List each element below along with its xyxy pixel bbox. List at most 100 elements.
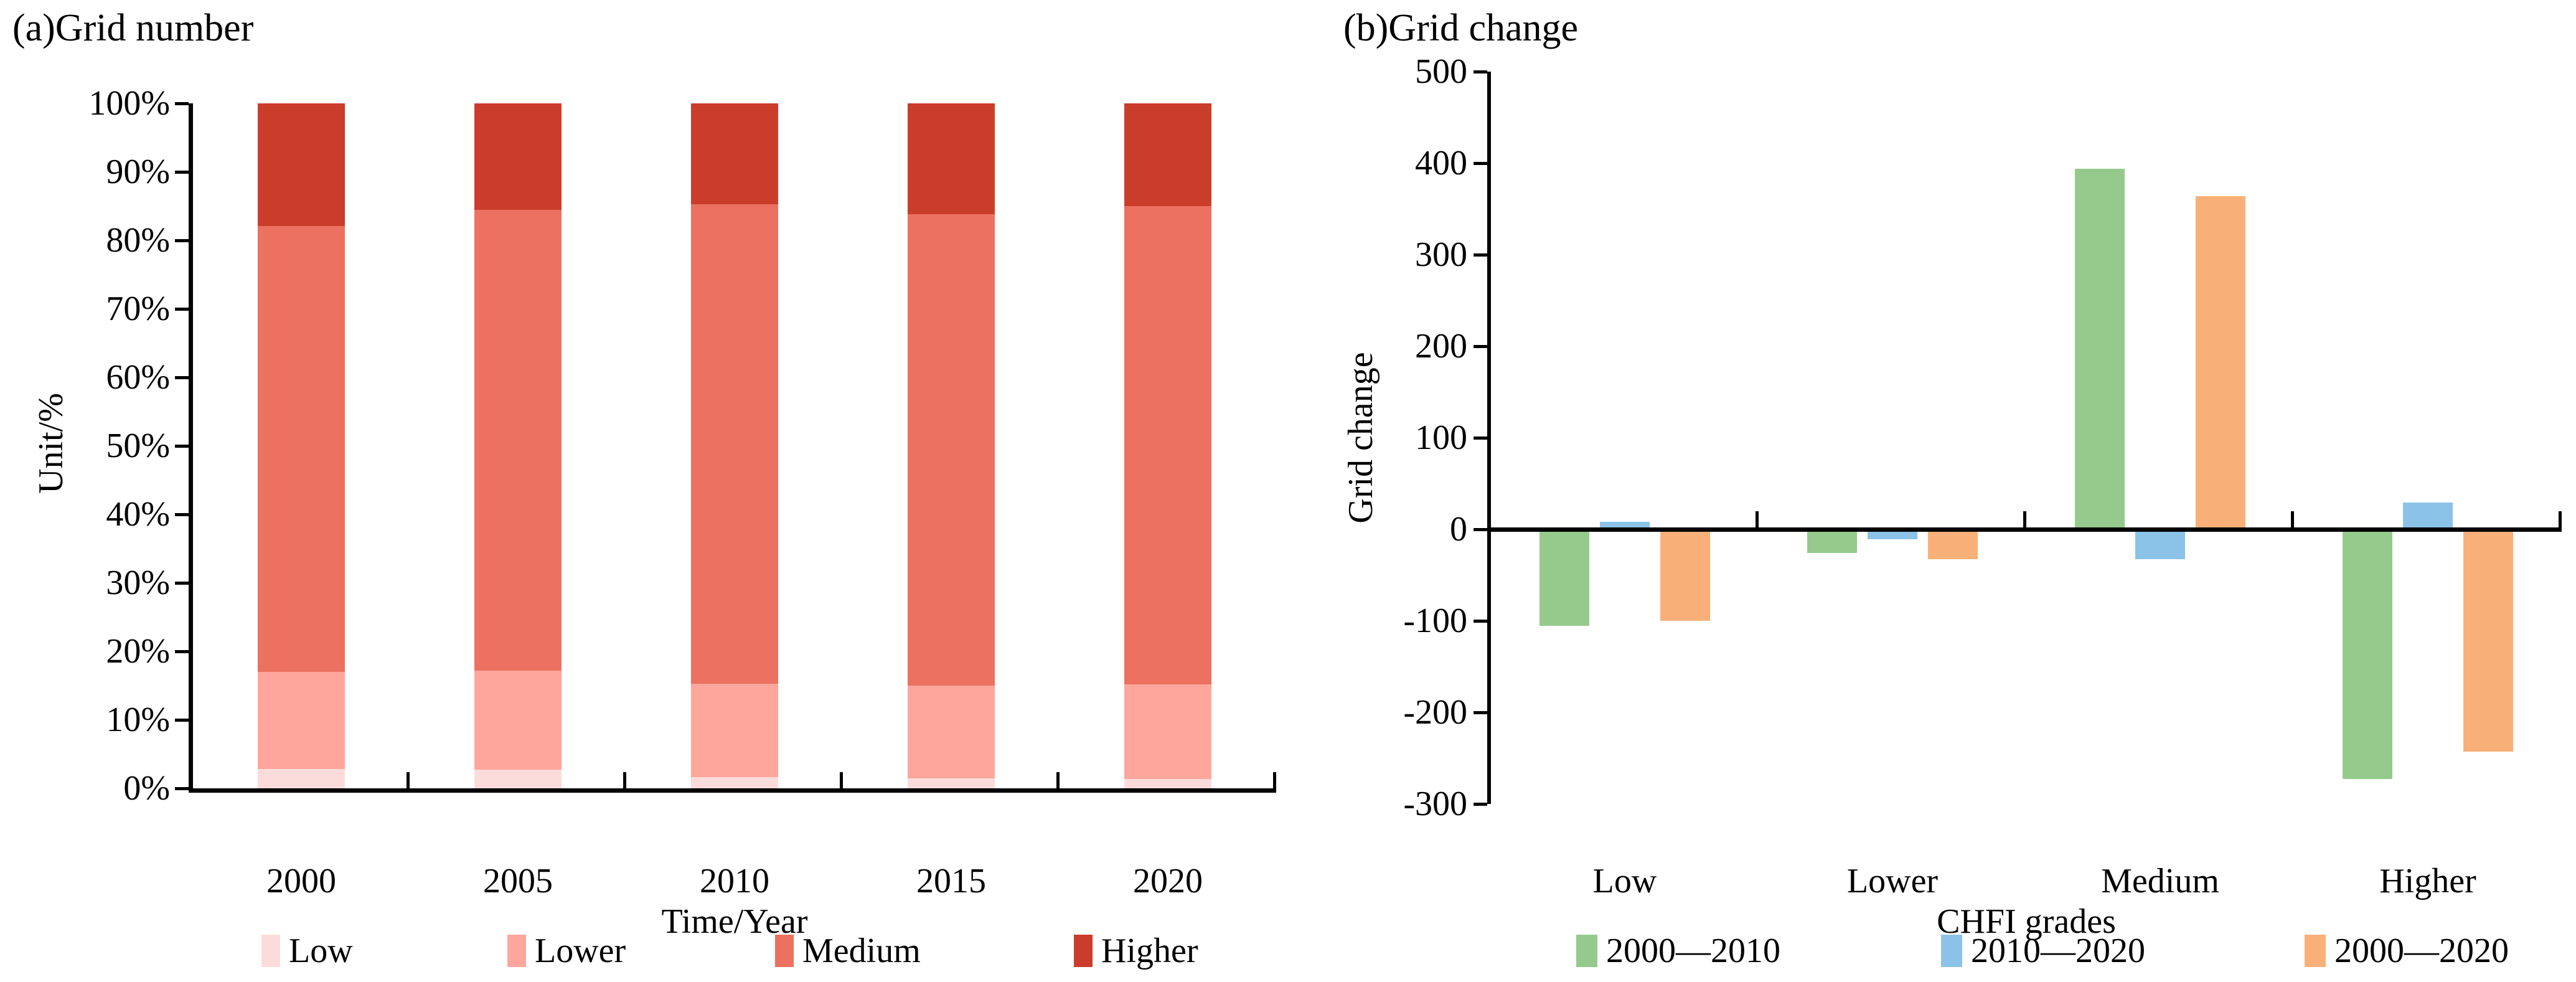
- panel-a-x-axis-label: Time/Year: [661, 902, 808, 941]
- legend-swatch: [775, 935, 794, 967]
- grouped-bar-higher: [2403, 503, 2453, 527]
- panel-a-y-tickmark: [175, 650, 189, 653]
- panel-b-y-tickmark: [1474, 803, 1487, 806]
- stacked-bar: [258, 103, 345, 788]
- panel-b-y-tickmark: [1474, 345, 1487, 348]
- stacked-bar: [691, 103, 778, 788]
- panel-a-y-tick-label: 80%: [106, 221, 170, 260]
- panel-a-y-tickmark: [175, 445, 189, 448]
- panel-b-y-tickmark: [1474, 253, 1487, 257]
- panel-a-x-tickmark: [407, 772, 410, 788]
- panel-a-y-axis-line: [189, 103, 193, 793]
- panel-b-y-tick-label: -100: [1403, 602, 1467, 640]
- panel-a-x-tick-label: 2000: [266, 862, 336, 900]
- panel-a-x-tick-label: 2005: [483, 862, 553, 900]
- bar-segment-low: [908, 778, 995, 788]
- panel-b-y-tickmark: [1474, 711, 1487, 714]
- panel-b-y-tick-label: 300: [1415, 235, 1467, 274]
- panel-a-x-axis-line: [189, 788, 1276, 793]
- bar-segment-lower: [474, 670, 562, 770]
- bar-segment-higher: [1124, 103, 1211, 207]
- bar-segment-higher: [258, 103, 345, 226]
- panel-b-zero-line: [1491, 527, 2562, 532]
- bar-segment-higher: [908, 103, 995, 215]
- bar-segment-low: [691, 777, 778, 788]
- panel-b-y-tickmark: [1474, 437, 1487, 440]
- panel-a-y-tick-label: 60%: [106, 358, 170, 397]
- panel-a-x-tick-label: 2010: [700, 862, 769, 900]
- panel-b-y-tick-label: -300: [1403, 785, 1467, 823]
- panel-a-y-tickmark: [175, 787, 189, 790]
- panel-a-y-tickmark: [175, 171, 189, 174]
- panel-b-y-tick-label: 500: [1415, 52, 1467, 91]
- legend-item: 2000—2010: [1576, 933, 1780, 969]
- panel-a-y-tickmark: [175, 102, 189, 105]
- panel-a-y-tickmark: [175, 239, 189, 242]
- panel-b-title: (b)Grid change: [1343, 7, 1578, 49]
- panel-a-y-tick-label: 20%: [106, 632, 170, 671]
- stacked-bar: [474, 103, 562, 788]
- grouped-bar-low: [1660, 532, 1710, 621]
- panel-b-x-tickmark: [1756, 511, 1759, 527]
- panel-b-y-tickmark: [1474, 528, 1487, 531]
- panel-a-x-tickmark: [623, 772, 626, 788]
- panel-b-y-tickmark: [1474, 162, 1487, 165]
- panel-b-x-tick-label: Medium: [2101, 862, 2219, 900]
- panel-b-x-tickmark: [2559, 511, 2562, 527]
- legend-item: Higher: [1074, 933, 1198, 969]
- panel-a-y-tickmark: [175, 513, 189, 516]
- bar-segment-lower: [1124, 684, 1211, 779]
- panel-a-y-tick-label: 90%: [106, 153, 170, 191]
- bar-segment-low: [474, 770, 562, 788]
- grouped-bar-low: [1539, 532, 1589, 626]
- panel-b-y-tick-label: 0: [1450, 510, 1467, 549]
- panel-b-x-tick-label: Higher: [2379, 862, 2476, 900]
- bar-segment-lower: [908, 686, 995, 778]
- grouped-bar-medium: [2075, 168, 2125, 527]
- legend-label: Higher: [1101, 932, 1198, 970]
- bar-segment-low: [1124, 778, 1211, 788]
- legend-swatch: [1576, 935, 1597, 967]
- panel-b-x-tickmark: [2023, 511, 2026, 527]
- stacked-bar: [1124, 103, 1211, 788]
- legend-swatch: [261, 935, 280, 967]
- stacked-bar: [908, 103, 995, 788]
- bar-segment-medium: [908, 214, 995, 686]
- panel-a-y-tick-label: 50%: [106, 427, 170, 465]
- grouped-bar-medium: [2196, 196, 2245, 527]
- legend-item: Medium: [775, 933, 921, 969]
- panel-a-title: (a)Grid number: [12, 7, 254, 49]
- panel-b-y-tickmark: [1474, 620, 1487, 623]
- legend-label: Lower: [535, 932, 626, 970]
- bar-segment-lower: [258, 672, 345, 770]
- panel-a-x-tickmark: [1056, 772, 1060, 788]
- legend-item: 2000—2020: [2305, 933, 2509, 969]
- panel-a-y-tick-label: 100%: [88, 84, 170, 123]
- panel-a-x-tick-label: 2015: [916, 862, 986, 900]
- panel-b-x-axis-label: CHFI grades: [1937, 902, 2116, 941]
- bar-segment-medium: [1124, 206, 1211, 684]
- panel-a-x-tick-label: 2020: [1133, 862, 1203, 900]
- legend-item: Lower: [507, 933, 626, 969]
- bar-segment-higher: [691, 103, 778, 204]
- panel-b-y-tick-label: -200: [1403, 693, 1467, 732]
- panel-a-y-tick-label: 0%: [123, 769, 170, 808]
- grouped-bar-lower: [1868, 532, 1917, 539]
- panel-b-y-tick-label: 400: [1415, 144, 1467, 182]
- panel-a-y-tick-label: 70%: [106, 290, 170, 328]
- legend-label: Low: [289, 932, 353, 970]
- legend-swatch: [507, 935, 526, 967]
- legend-swatch: [2305, 935, 2326, 967]
- panel-a-y-tick-label: 10%: [106, 701, 170, 739]
- panel-a-y-tickmark: [175, 376, 189, 379]
- panel-a-y-tickmark: [175, 582, 189, 585]
- panel-a-y-tickmark: [175, 719, 189, 722]
- panel-a-y-tick-label: 30%: [106, 564, 170, 602]
- legend-label: 2010—2020: [1971, 932, 2145, 970]
- bar-segment-low: [258, 769, 345, 788]
- panel-b-y-tick-label: 100: [1415, 418, 1467, 457]
- grouped-bar-higher: [2343, 532, 2392, 779]
- panel-b-x-tick-label: Lower: [1846, 862, 1939, 900]
